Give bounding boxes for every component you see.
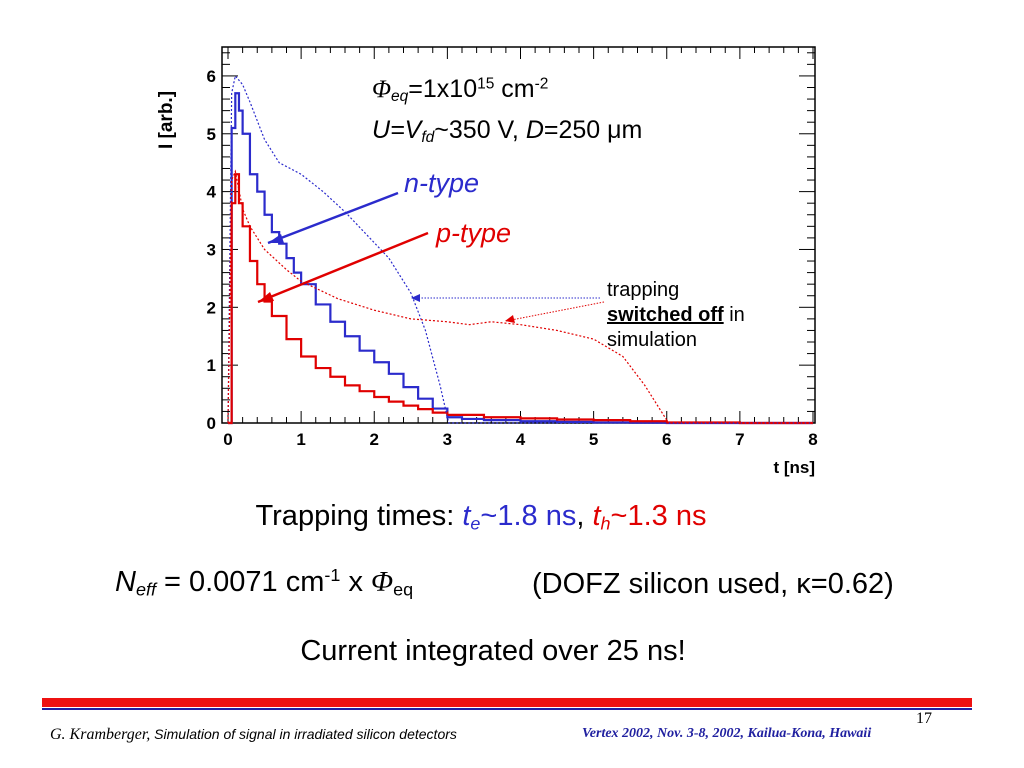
p-type-arrowhead <box>258 292 274 302</box>
neff-sub: eff <box>135 579 156 600</box>
trapping-note-line2: switched off in <box>607 303 745 328</box>
trapping-note-line1: trapping <box>607 279 680 301</box>
neff-exp: -1 <box>324 565 341 586</box>
te-t: t <box>462 500 471 532</box>
plot-frame <box>221 46 816 424</box>
p-type-label: p-type <box>436 218 512 248</box>
y-tick-label: 2 <box>207 298 216 317</box>
d-value: =250 μm <box>543 116 643 144</box>
series-n-type <box>228 92 813 425</box>
neff-phi: Φ <box>371 566 394 598</box>
phi-sub: eq <box>391 87 409 105</box>
dofz-note: (DOFZ silicon used, κ=0.62) <box>532 568 894 600</box>
n-type-label: n-type <box>404 168 480 198</box>
y-tick-label: 5 <box>207 125 216 144</box>
te-value: ~1.8 ns <box>480 500 577 532</box>
x-tick-label: 0 <box>223 430 232 449</box>
n-type-arrow <box>267 191 399 245</box>
x-tick-label: 6 <box>662 430 671 449</box>
trapping-note: trapping switched off in simulation <box>607 278 745 353</box>
footer-red-bar <box>42 698 972 707</box>
neff-x: x <box>340 566 372 598</box>
fluence-exp: 15 <box>477 75 495 93</box>
p-off-pointer <box>505 301 605 322</box>
trapping-note-line3: simulation <box>607 329 698 351</box>
fluence-value: =1x10 <box>408 75 478 103</box>
y-tick-label: 3 <box>207 240 216 259</box>
x-tick-label: 2 <box>370 430 379 449</box>
in-text: in <box>723 304 745 326</box>
switched-off-text: switched off <box>607 304 724 326</box>
series-p-type <box>228 173 813 425</box>
u-value: ~350 V, <box>434 116 526 144</box>
u-eq: =V <box>390 116 422 144</box>
x-tick-label: 7 <box>735 430 744 449</box>
talk-title: Simulation of signal in irradiated silic… <box>150 726 457 742</box>
trapping-prefix: Trapping times: <box>255 500 463 532</box>
x-tick-label: 5 <box>589 430 598 449</box>
u-label: U <box>372 116 391 144</box>
th-t: t <box>592 500 601 532</box>
x-tick-label: 4 <box>516 430 526 449</box>
footer-blue-line <box>42 708 972 710</box>
fluence-unit-exp: -2 <box>534 75 549 93</box>
current-note: Current integrated over 25 ns! <box>300 635 686 667</box>
y-tick-label: 4 <box>207 183 217 202</box>
neff-formula: Neff = 0.0071 cm-1 x Φeq <box>115 565 414 600</box>
p-type-arrow <box>257 231 429 304</box>
phi-symbol: Φ <box>372 76 392 103</box>
x-axis-label: t [ns] <box>773 458 815 477</box>
chart: 0 1 2 3 4 5 6 7 8 0 1 2 3 4 5 6 I [arb.] t [ns] <box>156 46 818 477</box>
n-type-arrowhead <box>268 234 284 243</box>
page-number: 17 <box>916 710 932 727</box>
d-label: D <box>525 116 544 144</box>
y-axis-label: I [arb.] <box>156 91 177 149</box>
th-sub: h <box>600 513 611 534</box>
comma: , <box>576 500 593 532</box>
x-tick-label: 3 <box>443 430 452 449</box>
u-sub: fd <box>421 128 435 146</box>
trapping-times: Trapping times: te~1.8 ns, th~1.3 ns <box>0 500 993 534</box>
n-off-pointer-head <box>411 294 420 302</box>
footer-author: G. Kramberger, Simulation of signal in i… <box>50 727 457 743</box>
x-tick-label: 1 <box>296 430 305 449</box>
y-tick-label: 0 <box>207 414 216 433</box>
neff-value: = 0.0071 cm <box>155 566 325 598</box>
fluence-unit: cm <box>494 75 535 103</box>
author-name: G. Kramberger, <box>50 726 151 743</box>
voltage-annotation: U=Vfd~350 V, D=250 μm <box>372 116 643 146</box>
y-tick-label: 1 <box>207 356 216 375</box>
te-sub: e <box>470 513 481 534</box>
th-value: ~1.3 ns <box>610 500 707 532</box>
x-tick-label: 8 <box>808 430 817 449</box>
p-off-pointer-head <box>505 315 515 323</box>
fluence-annotation: Φeq=1x1015 cm-2 <box>372 75 549 105</box>
footer-venue: Vertex 2002, Nov. 3-8, 2002, Kailua-Kona… <box>582 726 872 741</box>
neff-n: N <box>115 566 136 598</box>
neff-phi-sub: eq <box>393 579 414 600</box>
y-tick-label: 6 <box>207 67 216 86</box>
